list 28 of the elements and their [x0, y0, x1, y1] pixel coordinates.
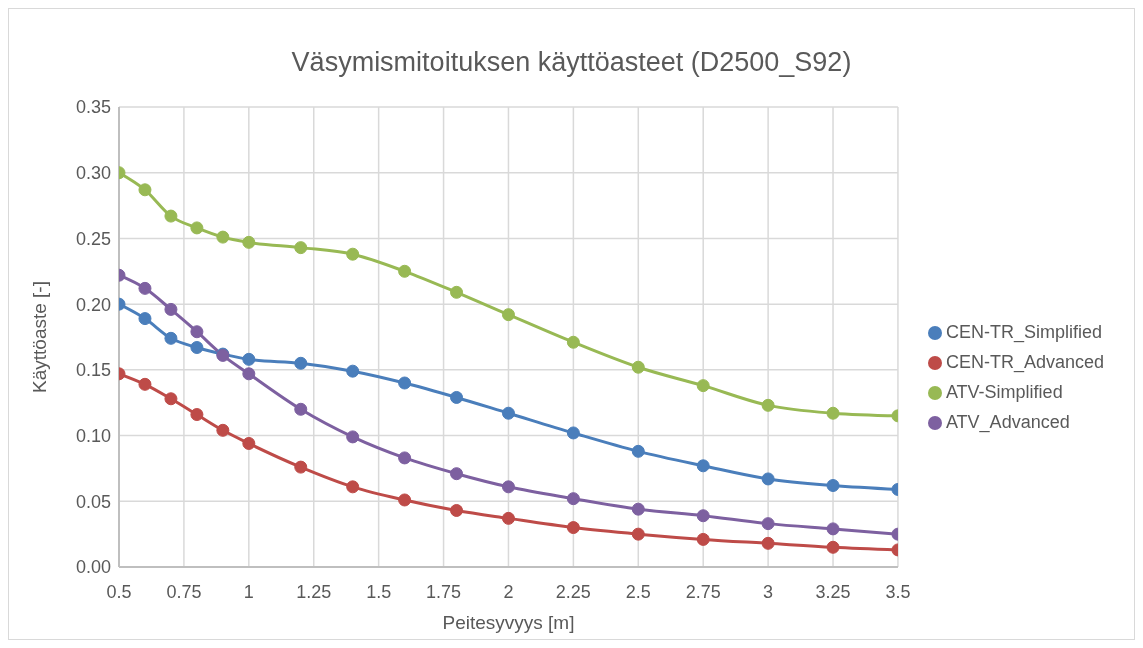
x-tick-label: 2.75	[685, 581, 721, 602]
x-tick-label: 1.5	[366, 581, 392, 602]
x-tick-label: 3.25	[815, 581, 851, 602]
y-tick-label: 0.30	[75, 163, 111, 184]
x-tick-label: 2.5	[625, 581, 651, 602]
x-tick-label: 3.5	[885, 581, 911, 602]
y-tick-label: 0.10	[75, 425, 111, 446]
x-axis-title: Peitesyvyys [m]	[442, 612, 575, 633]
y-tick-label: 0.35	[75, 97, 111, 118]
x-tick-label: 1	[243, 581, 254, 602]
x-tick-label: 0.5	[106, 581, 132, 602]
x-tick-label: 1.75	[426, 581, 462, 602]
y-tick-label: 0.25	[75, 228, 111, 249]
chart-title: Väsymismitoituksen käyttöasteet (D2500_S92)	[290, 46, 853, 79]
x-tick-label: 2.25	[555, 581, 591, 602]
legend-label: ATV_Advanced	[945, 412, 1070, 432]
x-tick-label: 3	[763, 581, 774, 602]
x-tick-label: 2	[503, 581, 514, 602]
y-tick-label: 0.15	[75, 360, 111, 381]
legend-label: CEN-TR_Simplified	[945, 322, 1102, 342]
x-tick-label: 1.25	[296, 581, 332, 602]
y-tick-label: 0.00	[75, 557, 111, 578]
legend-label: CEN-TR_Advanced	[945, 352, 1104, 372]
y-tick-label: 0.20	[75, 294, 111, 315]
y-axis-title: Käyttöaste [-]	[28, 281, 50, 393]
legend-label: ATV-Simplified	[945, 382, 1063, 402]
x-tick-label: 0.75	[166, 581, 202, 602]
y-tick-label: 0.05	[75, 491, 111, 512]
